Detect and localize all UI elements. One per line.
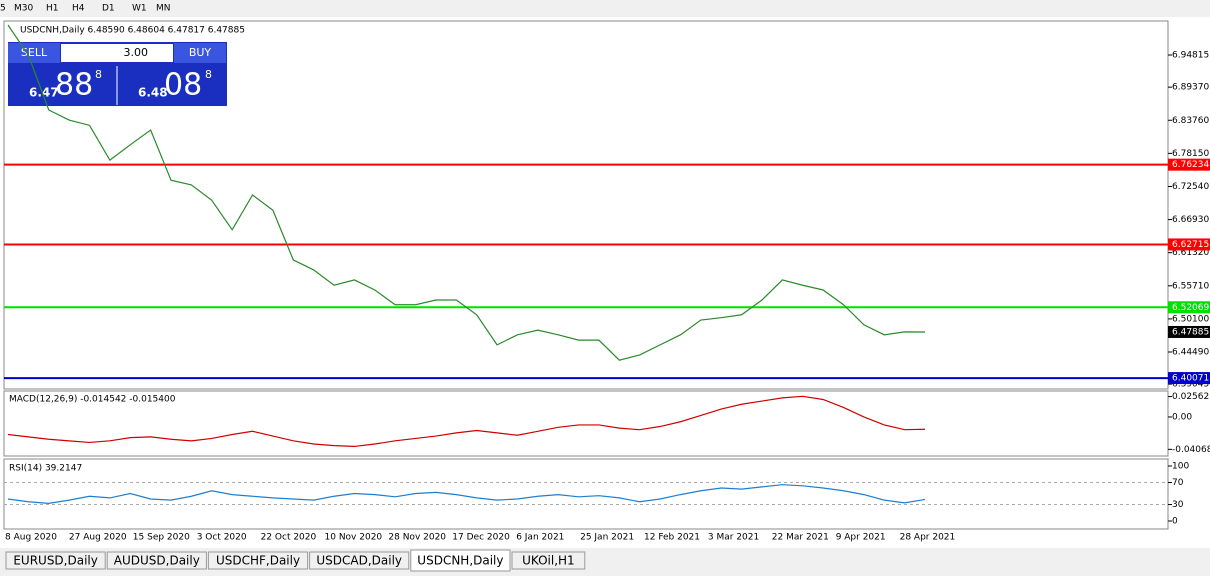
timeframe-button[interactable]: D1 [102, 4, 115, 14]
tab[interactable] [511, 551, 586, 570]
level-tag [1168, 238, 1210, 251]
tab-label: EURUSD,Daily [13, 554, 98, 568]
buy-text: BUY [189, 46, 212, 59]
tab[interactable] [410, 549, 511, 572]
x-tick-label: 3 Mar 2021 [708, 533, 759, 543]
y-tick-label: 6.61320 [1172, 248, 1209, 258]
y-tick-label: 6.50100 [1172, 314, 1209, 324]
tab-label: USDCNH,Daily [417, 554, 503, 568]
level-label: 6.76234 [1172, 160, 1209, 170]
x-tick-label: 6 Jan 2021 [516, 533, 564, 543]
rsi-pane [3, 458, 1169, 530]
level-tag [1168, 158, 1210, 171]
y-tick-label: 6.78150 [1172, 149, 1209, 159]
x-tick-label: 17 Dec 2020 [452, 533, 510, 543]
tab[interactable] [106, 551, 207, 570]
timeframe-button[interactable]: H1 [46, 4, 59, 14]
current-price: 6.47885 [1172, 327, 1209, 337]
timeframe-button[interactable]: W1 [132, 4, 147, 14]
bid-small: 8 [95, 68, 102, 81]
y-tick-label: 0 [1172, 517, 1178, 527]
ask-main: 08 [164, 68, 202, 103]
bid-main: 88 [55, 68, 93, 103]
price-line [7, 24, 926, 361]
tab-label: UKOil,H1 [522, 554, 575, 568]
level-label: 6.62715 [1172, 240, 1209, 250]
tab[interactable] [309, 551, 410, 570]
y-tick-label: 6.89370 [1172, 83, 1209, 93]
x-tick-label: 12 Feb 2021 [644, 533, 700, 543]
y-tick-label: 6.44490 [1172, 348, 1209, 358]
sell-button[interactable] [8, 43, 60, 63]
timeframe-button[interactable]: M30 [14, 4, 33, 14]
y-tick-label: 6.83760 [1172, 116, 1209, 126]
x-tick-label: 15 Sep 2020 [133, 533, 190, 543]
buy-button[interactable] [174, 43, 226, 63]
level-tag [1168, 372, 1210, 385]
level-tag [1168, 301, 1210, 314]
x-tick-label: 25 Jan 2021 [580, 533, 634, 543]
y-tick-label: 6.55710 [1172, 281, 1209, 291]
level-label: 6.40071 [1172, 374, 1209, 384]
y-tick-label: 100 [1172, 461, 1189, 471]
x-tick-label: 28 Nov 2020 [388, 533, 446, 543]
tab[interactable] [207, 551, 309, 570]
sell-text: SELL [21, 46, 48, 59]
tab-label: USDCHF,Daily [216, 554, 300, 568]
y-tick-label: 6.66930 [1172, 215, 1209, 225]
bid-big: 6.47 [29, 86, 59, 100]
y-tick-label: 0.00 [1172, 412, 1192, 422]
current-tag [1168, 325, 1210, 338]
timeframe-button[interactable]: 5 [0, 4, 6, 14]
tab-label: AUDUSD,Daily [114, 554, 200, 568]
ask-big: 6.48 [138, 86, 168, 100]
level-label: 6.52069 [1172, 303, 1209, 313]
timeframe-button[interactable]: MN [156, 4, 171, 14]
toolbar [0, 0, 1210, 17]
y-tick-label: 0.025623 [1172, 392, 1210, 402]
y-tick-label: 30 [1172, 500, 1184, 510]
ask-small: 8 [205, 68, 212, 81]
tab-label: USDCAD,Daily [316, 554, 402, 568]
x-tick-label: 22 Mar 2021 [772, 533, 829, 543]
x-tick-label: 28 Apr 2021 [900, 533, 956, 543]
x-tick-label: 3 Oct 2020 [197, 533, 247, 543]
macd-label: MACD(12,26,9) -0.014542 -0.015400 [9, 395, 176, 405]
y-tick-label: 70 [1172, 478, 1184, 488]
lots-input[interactable] [61, 44, 173, 62]
y-tick-label: 6.94815 [1172, 51, 1209, 61]
timeframe-button[interactable]: H4 [72, 4, 85, 14]
macd-signal [7, 395, 926, 448]
trade-panel: SELL 3.00 BUY 6.47 88 8 6.48 08 8 [8, 42, 227, 106]
x-tick-label: 8 Aug 2020 [5, 533, 57, 543]
lots-text: 3.00 [124, 46, 149, 59]
y-tick-label: 6.72540 [1172, 182, 1209, 192]
x-tick-label: 10 Nov 2020 [325, 533, 383, 543]
tab[interactable] [5, 551, 106, 570]
rsi-line [7, 484, 926, 505]
rsi-label: RSI(14) 39.2147 [9, 464, 82, 474]
chart-header: USDCNH,Daily 6.48590 6.48604 6.47817 6.4… [20, 26, 245, 36]
x-tick-label: 22 Oct 2020 [261, 533, 317, 543]
x-tick-label: 27 Aug 2020 [69, 533, 127, 543]
y-tick-label: 6.39045 [1172, 380, 1209, 390]
macd-pane [3, 390, 1169, 457]
x-tick-label: 9 Apr 2021 [836, 533, 886, 543]
y-tick-label: -0.040687 [1172, 445, 1210, 455]
